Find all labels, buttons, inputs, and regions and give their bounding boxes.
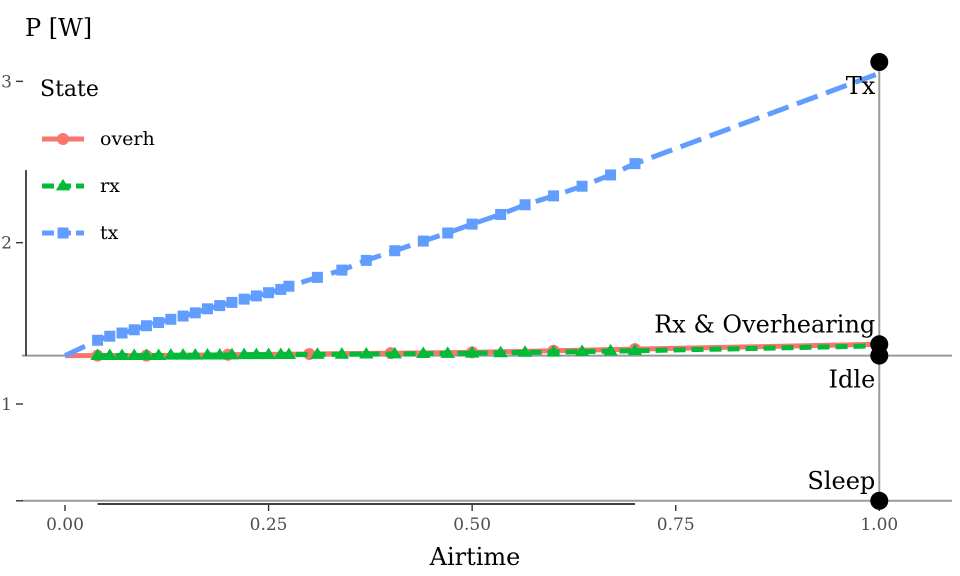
point-tx-7	[165, 313, 177, 325]
point-tx-5	[140, 320, 152, 332]
x-tick-label-0: 0.00	[46, 515, 84, 535]
reference-label-3: Sleep	[807, 467, 875, 495]
point-tx-9	[189, 307, 201, 319]
reference-points: Tx Rx & Overhearing Idle Sleep	[654, 53, 889, 510]
legend-marker-rx	[55, 178, 71, 191]
point-tx-18	[311, 271, 323, 283]
point-tx-27	[548, 190, 560, 202]
point-rx-19	[359, 346, 374, 359]
point-rx-10	[212, 347, 227, 360]
point-tx-10	[202, 303, 213, 315]
series-tx	[63, 70, 881, 358]
point-tx-24	[466, 218, 478, 230]
point-tx-2	[104, 330, 116, 342]
y-tick-label-0: 1	[1, 395, 12, 415]
point-rx-18	[334, 347, 350, 359]
legend-item-overh: overh	[42, 128, 155, 150]
point-tx-3	[116, 327, 128, 339]
point-rx-16	[281, 347, 297, 360]
reference-point-3	[870, 491, 889, 510]
reference-point-0	[870, 53, 889, 71]
point-rx-17	[310, 347, 325, 359]
point-rx-2	[114, 348, 130, 360]
legend-label-tx: tx	[100, 222, 119, 244]
point-rx-1	[102, 348, 117, 360]
point-rx-24	[493, 345, 508, 358]
x-axis-ticks: 0.00 0.25 0.50 0.75 1.00	[46, 505, 898, 535]
series-rx	[90, 343, 880, 360]
point-rx-9	[200, 347, 215, 360]
point-rx-14	[261, 347, 276, 360]
point-tx-29	[605, 169, 617, 181]
point-tx-6	[153, 317, 165, 329]
point-tx-20	[360, 254, 372, 266]
point-rx-26	[546, 344, 561, 357]
y-tick-label-1: 2	[1, 234, 12, 254]
x-tick-label-2: 0.50	[453, 515, 491, 535]
point-rx-25	[517, 345, 533, 357]
y-axis-ticks: 1 2 3	[1, 72, 23, 502]
point-tx-25	[495, 208, 507, 220]
point-tx-16	[275, 283, 287, 295]
point-rx-0	[90, 348, 105, 360]
reference-label-0: Tx	[846, 72, 876, 100]
reference-lines	[22, 62, 952, 504]
reference-point-2	[870, 346, 889, 365]
point-tx-30	[629, 158, 641, 170]
point-rx-6	[163, 348, 179, 360]
point-tx-19	[336, 264, 348, 276]
point-rx-5	[151, 348, 166, 360]
point-tx-15	[263, 287, 275, 299]
point-rx-3	[127, 348, 142, 360]
point-rx-12	[236, 347, 252, 360]
axis-range-lines	[25, 170, 635, 505]
y-axis-label: P [W]	[25, 14, 92, 42]
point-tx-13	[238, 293, 250, 305]
legend: State overh rx tx	[40, 77, 155, 244]
reference-label-1: Rx & Overhearing	[654, 310, 875, 338]
reference-label-2: Idle	[829, 366, 876, 394]
legend-label-overh: overh	[100, 128, 155, 150]
point-tx-1	[92, 334, 104, 346]
point-tx-12	[226, 296, 238, 308]
point-rx-11	[224, 347, 240, 360]
y-tick-label-2: 3	[1, 72, 12, 92]
legend-marker-tx	[57, 227, 69, 239]
point-tx-23	[442, 227, 454, 239]
point-rx-8	[188, 348, 203, 360]
legend-item-rx: rx	[42, 175, 120, 197]
point-tx-11	[214, 300, 226, 312]
point-tx-26	[519, 199, 531, 211]
x-tick-label-3: 0.75	[657, 515, 695, 535]
point-tx-4	[128, 324, 140, 336]
point-rx-27	[574, 344, 590, 356]
legend-marker-overh	[57, 133, 69, 145]
x-tick-label-1: 0.25	[250, 515, 288, 535]
legend-label-rx: rx	[100, 175, 120, 197]
point-rx-28	[603, 343, 618, 356]
point-tx-8	[177, 310, 189, 322]
point-tx-22	[417, 235, 429, 247]
point-rx-21	[416, 346, 431, 359]
point-tx-21	[389, 245, 401, 257]
point-tx-14	[250, 290, 262, 302]
point-rx-20	[387, 346, 402, 359]
series-layer	[63, 70, 881, 362]
point-rx-23	[464, 346, 480, 358]
point-rx-22	[440, 346, 455, 358]
x-axis-label: Airtime	[429, 543, 521, 571]
point-tx-17	[283, 280, 295, 292]
x-tick-label-4: 1.00	[860, 515, 898, 535]
point-rx-13	[249, 347, 264, 360]
point-rx-29	[627, 343, 643, 356]
point-rx-4	[139, 348, 154, 360]
point-rx-7	[175, 348, 191, 360]
legend-item-tx: tx	[42, 222, 119, 244]
legend-title: State	[40, 77, 99, 102]
point-tx-28	[576, 180, 588, 192]
